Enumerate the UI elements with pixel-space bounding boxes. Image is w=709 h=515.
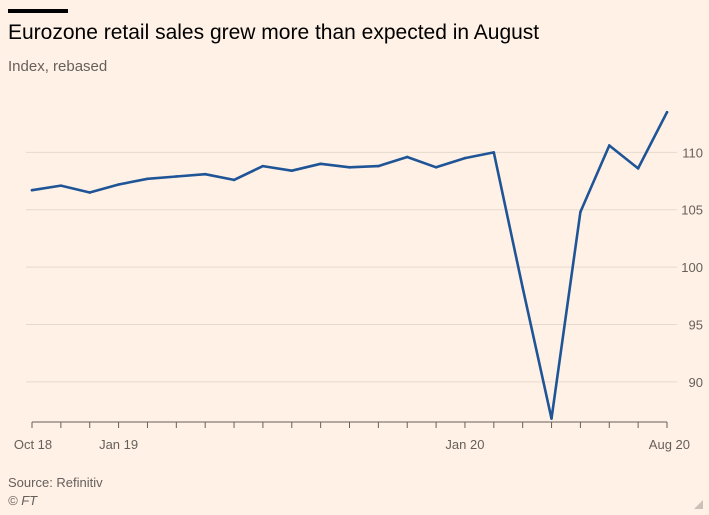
data-point bbox=[665, 110, 669, 114]
source-note: Source: Refinitiv bbox=[8, 475, 103, 490]
x-tick-label: Jan 20 bbox=[445, 437, 484, 452]
data-point bbox=[405, 155, 409, 159]
data-point bbox=[377, 164, 380, 168]
data-point bbox=[59, 184, 63, 187]
data-point bbox=[175, 175, 178, 178]
data-point bbox=[636, 167, 640, 170]
data-point bbox=[88, 191, 92, 194]
data-point bbox=[290, 169, 294, 173]
x-tick-label: Oct 18 bbox=[14, 437, 52, 452]
y-tick-label: 90 bbox=[689, 375, 703, 390]
data-point bbox=[521, 286, 524, 290]
data-points bbox=[30, 110, 669, 420]
data-point bbox=[550, 417, 553, 420]
data-point bbox=[117, 183, 120, 186]
y-tick-labels: 90 95 100 105 110 bbox=[681, 145, 703, 389]
gridlines bbox=[26, 151, 677, 383]
x-axis bbox=[31, 421, 668, 428]
data-point bbox=[348, 165, 351, 169]
data-point bbox=[579, 210, 582, 214]
y-tick-label: 110 bbox=[682, 145, 703, 160]
resize-handle-icon[interactable] bbox=[694, 500, 703, 509]
x-tick-label: Aug 20 bbox=[649, 437, 690, 452]
data-point bbox=[319, 162, 322, 166]
title-accent-bar bbox=[8, 9, 68, 13]
data-point bbox=[463, 156, 467, 160]
data-point bbox=[434, 165, 438, 169]
series-lines bbox=[30, 110, 669, 420]
y-tick-label: 100 bbox=[681, 260, 703, 275]
x-tick-label: Jan 19 bbox=[99, 437, 138, 452]
data-point bbox=[261, 164, 265, 168]
y-tick-label: 95 bbox=[689, 317, 703, 332]
data-point bbox=[30, 188, 34, 192]
series-line bbox=[30, 110, 669, 420]
x-tick-labels: Oct 18 Jan 19 Jan 20 Aug 20 bbox=[14, 437, 690, 452]
data-point bbox=[203, 172, 207, 176]
data-point bbox=[492, 151, 496, 154]
data-point bbox=[232, 178, 236, 182]
chart-title: Eurozone retail sales grew more than exp… bbox=[8, 21, 540, 44]
data-point bbox=[607, 144, 611, 147]
y-tick-label: 105 bbox=[681, 203, 703, 218]
chart-subtitle: Index, rebased bbox=[8, 58, 108, 75]
credit-note: © FT bbox=[8, 493, 38, 508]
data-point bbox=[146, 177, 149, 181]
